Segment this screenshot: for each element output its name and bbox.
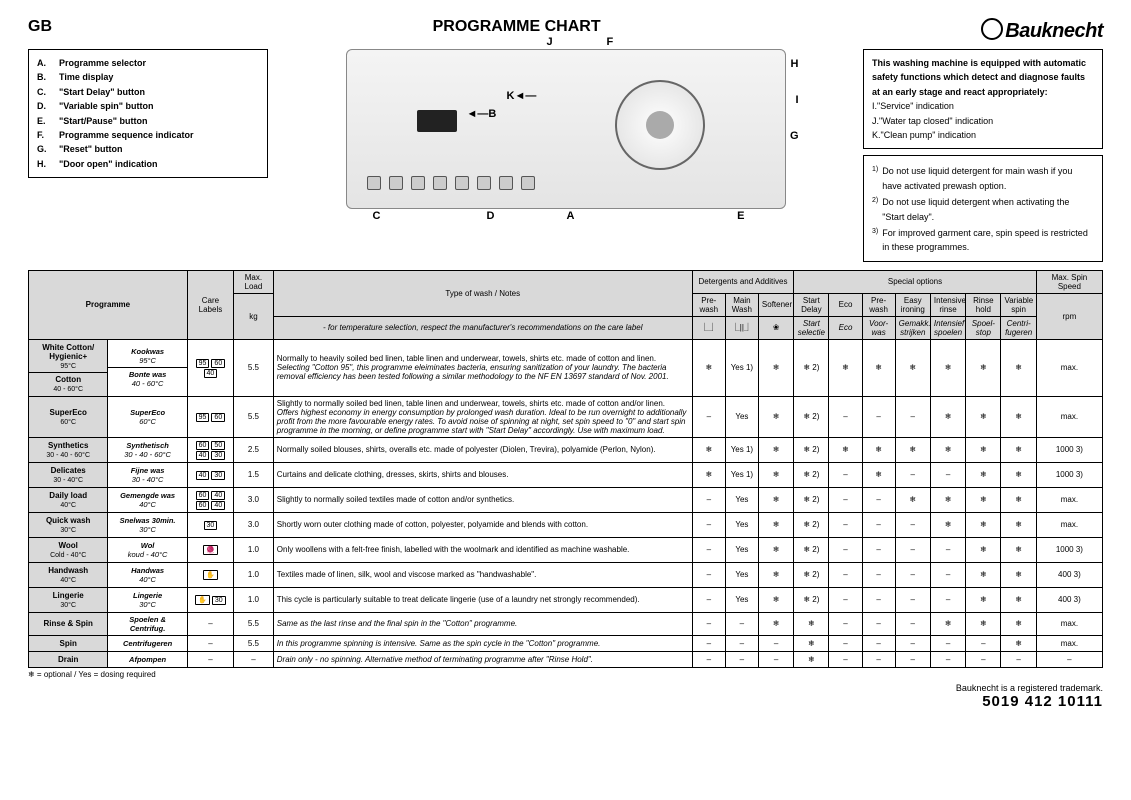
callout-a: A	[567, 210, 575, 222]
callout-i: I	[795, 94, 798, 106]
callout-b: ◄—B	[467, 108, 497, 120]
dial-icon	[615, 80, 705, 170]
trademark-note: Bauknecht is a registered trademark.	[956, 683, 1103, 693]
button-row	[367, 176, 535, 190]
callout-c: C	[373, 210, 381, 222]
footnote-box: 1)Do not use liquid detergent for main w…	[863, 155, 1103, 261]
table-endnote: ❄ = optional / Yes = dosing required	[28, 670, 1103, 679]
panel-illustration: A ◄—B C D E F G H I J K◄—	[280, 49, 851, 209]
part-number: 5019 412 10111	[956, 693, 1103, 710]
callout-d: D	[487, 210, 495, 222]
safety-box: This washing machine is equipped with au…	[863, 49, 1103, 149]
callout-h: H	[791, 58, 799, 70]
callout-f: F	[607, 36, 614, 48]
callout-e: E	[737, 210, 744, 222]
callout-j: J	[547, 36, 553, 48]
programme-table: Programme Care Labels Max. Load Type of …	[28, 270, 1103, 668]
legend-box: A.Programme selectorB.Time displayC."Sta…	[28, 49, 268, 178]
brand-logo: Bauknecht	[981, 18, 1103, 43]
page-title: PROGRAMME CHART	[52, 18, 981, 36]
country-code: GB	[28, 18, 52, 36]
callout-g: G	[790, 130, 799, 142]
display-icon	[417, 110, 457, 132]
callout-k: K◄—	[507, 90, 537, 102]
